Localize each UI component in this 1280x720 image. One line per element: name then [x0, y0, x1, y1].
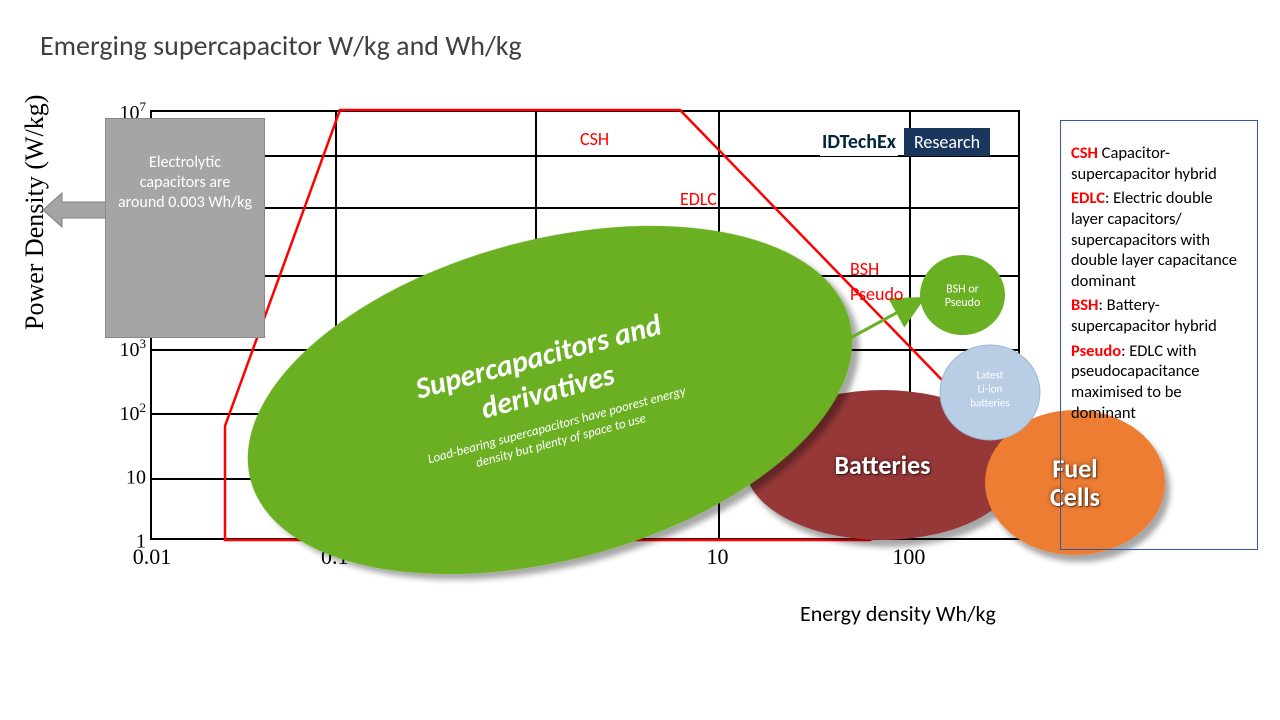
legend-panel: CSH Capacitor-supercapacitor hybridEDLC:…	[1060, 120, 1258, 550]
legend-item: BSH: Battery-supercapacitor hybrid	[1071, 295, 1247, 336]
legend-item: CSH Capacitor-supercapacitor hybrid	[1071, 143, 1247, 184]
electrolytic-callout: Electrolytic capacitors are around 0.003…	[105, 118, 265, 338]
brand-text-2: Research	[904, 128, 990, 156]
plot-area: 1071061051041031021010.010.1110100	[150, 110, 1020, 540]
callout-text: Electrolytic capacitors are around 0.003…	[118, 153, 252, 212]
brand-text-1: IDTechEx	[820, 128, 898, 156]
idtechex-logo: IDTechEx Research	[820, 128, 990, 156]
legend-item: Pseudo: EDLC with pseudocapacitance maxi…	[1071, 341, 1247, 424]
x-axis-label: Energy density Wh/kg	[800, 600, 996, 627]
callout-arrow-icon	[40, 190, 110, 230]
legend-item: EDLC: Electric double layer capacitors/ …	[1071, 188, 1247, 291]
page-title: Emerging supercapacitor W/kg and Wh/kg	[40, 28, 522, 63]
